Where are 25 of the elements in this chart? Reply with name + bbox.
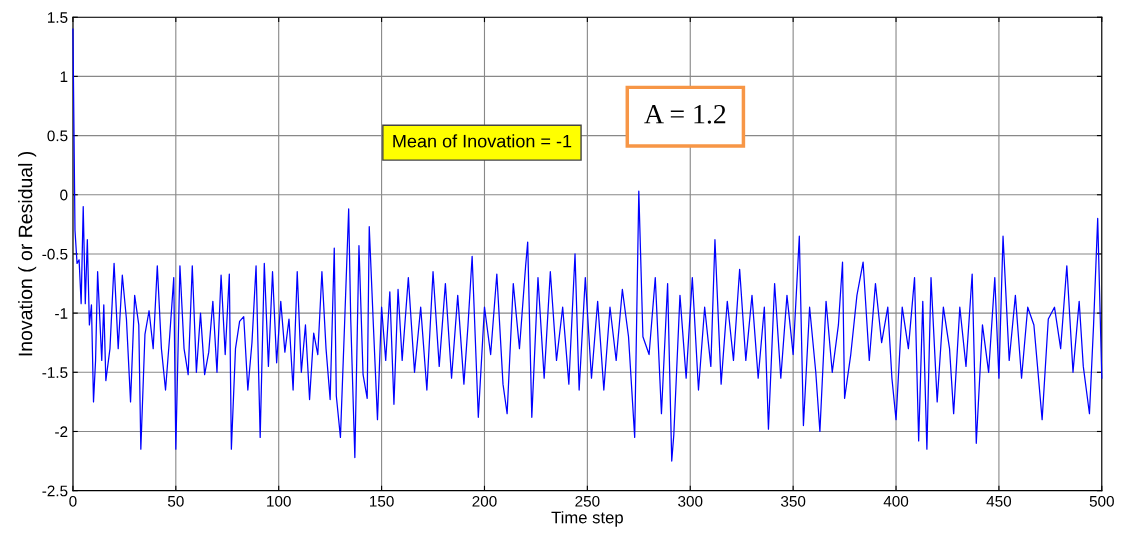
- y-tick-label: 1: [60, 71, 68, 82]
- line-series: [72, 28, 1103, 462]
- x-axis-title: Time step: [551, 511, 623, 527]
- y-tick-label: 1.5: [48, 12, 68, 23]
- x-tick-label: 350: [780, 495, 806, 507]
- x-tick-label: 500: [1089, 495, 1114, 507]
- y-tick-label: -1.5: [42, 367, 68, 378]
- y-tick-label: 0: [60, 189, 68, 201]
- annotation: A = 1.2: [644, 104, 726, 124]
- x-tick-label: 100: [267, 495, 291, 507]
- x-tick-label: 450: [986, 495, 1012, 507]
- x-tick-label: 0: [69, 495, 77, 507]
- y-tick-label: -1: [55, 308, 68, 319]
- y-tick-label: -2: [55, 426, 68, 438]
- y-tick-label: -2.5: [42, 485, 68, 497]
- y-axis-title: Inovation ( or Residual ): [18, 151, 37, 356]
- x-tick-label: 50: [167, 495, 184, 507]
- annotation: Mean of Inovation = -1: [393, 134, 572, 148]
- x-tick-label: 150: [370, 495, 394, 507]
- y-tick-label: 0.5: [47, 130, 68, 142]
- x-tick-label: 400: [883, 495, 909, 507]
- x-tick-label: 250: [575, 495, 600, 507]
- y-tick-label: -0.5: [42, 248, 68, 260]
- x-tick-label: 200: [472, 495, 497, 507]
- x-tick-label: 300: [678, 495, 703, 507]
